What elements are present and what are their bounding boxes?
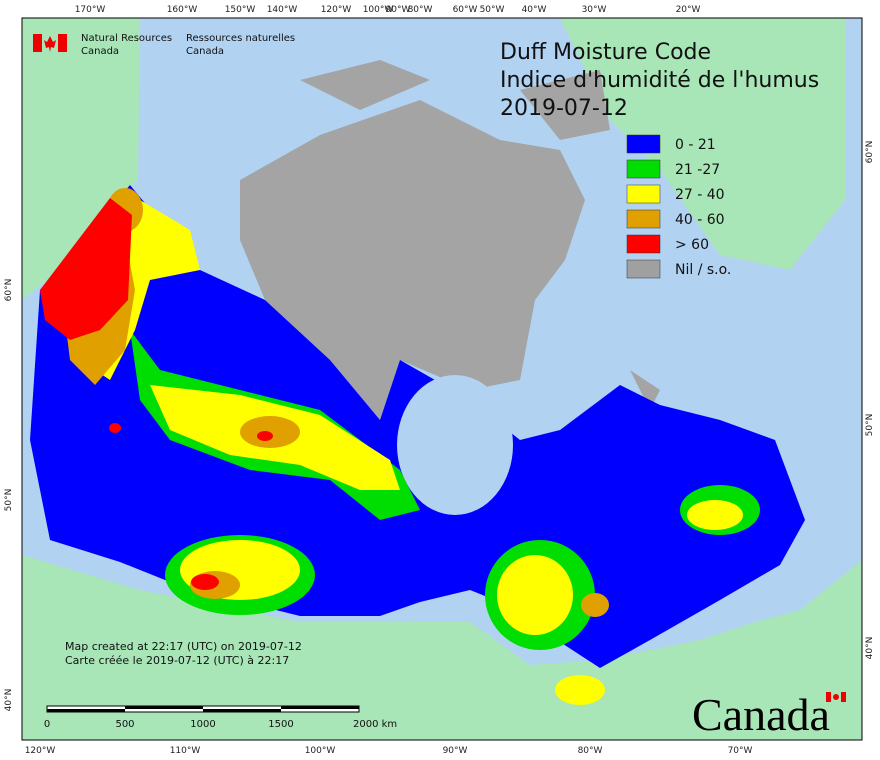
dmc-over-60 (191, 574, 219, 590)
coord-label: 50°N (4, 489, 14, 512)
flag-bar (33, 34, 42, 52)
no-data-area (240, 60, 660, 420)
coord-label: 80°W (408, 5, 433, 15)
agency-en: Canada (81, 46, 119, 57)
maple-leaf (833, 694, 839, 700)
agency-fr: Canada (186, 46, 224, 57)
logo (33, 34, 67, 52)
coord-label: 140°W (267, 5, 298, 15)
coord-label: 80°W (578, 746, 603, 756)
coord-label: 100°W (363, 5, 394, 15)
coord-label: 90°W (386, 5, 411, 15)
flag-bar (826, 692, 831, 702)
usa (22, 555, 862, 740)
dmc-over-60 (109, 423, 121, 433)
wordmark: Canada (692, 689, 830, 740)
flag-bar (841, 692, 846, 702)
legend-label: Nil / s.o. (675, 262, 731, 278)
maple-leaf (44, 36, 56, 52)
scale-label: 0 (44, 719, 50, 730)
legend-swatch (626, 134, 661, 154)
coord-label: 60°W (453, 5, 478, 15)
dmc-40-60 (581, 593, 609, 617)
coord-label: 100°W (305, 746, 336, 756)
map-credit: Carte créée le 2019-07-12 (UTC) à 22:17 (65, 654, 289, 667)
coord-label: 110°W (170, 746, 201, 756)
hudson-bay (397, 375, 513, 515)
scale-bar (46, 705, 360, 713)
scale-segment (203, 709, 281, 712)
legend-swatch (626, 184, 661, 204)
coord-label: 60°N (865, 141, 875, 164)
map-frame (21, 17, 863, 741)
legend-label: 21 -27 (675, 162, 720, 178)
coord-label: 30°W (582, 5, 607, 15)
coord-label: 120°W (25, 746, 56, 756)
scale-segment (47, 709, 125, 712)
coord-label: 170°W (75, 5, 106, 15)
coord-label: 50°N (865, 414, 875, 437)
scale-segment (281, 706, 359, 709)
map-title: Duff Moisture Code (500, 40, 711, 65)
scale-label: 1500 (268, 719, 293, 730)
legend-swatch (626, 209, 661, 229)
map-title: 2019-07-12 (500, 96, 628, 121)
flag-bar (58, 34, 67, 52)
map-credit: Map created at 22:17 (UTC) on 2019-07-12 (65, 640, 302, 653)
scale-label: 500 (115, 719, 134, 730)
alaska (22, 18, 140, 300)
coord-label: 150°W (225, 5, 256, 15)
legend-swatch (626, 234, 661, 254)
dmc-27-40 (497, 555, 573, 635)
coord-label: 90°W (443, 746, 468, 756)
legend-swatch (626, 159, 661, 179)
scale-label: 2000 km (353, 719, 397, 730)
coord-label: 160°W (167, 5, 198, 15)
agency-fr: Ressources naturelles (186, 33, 295, 44)
agency-en: Natural Resources (81, 33, 172, 44)
coord-label: 60°N (4, 279, 14, 302)
dmc-40-60 (240, 416, 300, 448)
map-title: Indice d'humidité de l'humus (500, 68, 819, 93)
legend-swatch (626, 259, 661, 279)
coord-label: 40°N (4, 689, 14, 712)
legend-label: 0 - 21 (675, 137, 716, 153)
coord-label: 40°W (522, 5, 547, 15)
coord-label: 120°W (321, 5, 352, 15)
scale-label: 1000 (190, 719, 215, 730)
frame-border (21, 17, 863, 741)
dmc-over-60 (40, 198, 132, 340)
scale-segment (125, 706, 203, 709)
dmc-27-40 (687, 500, 743, 530)
coord-label: 40°N (865, 637, 875, 660)
legend-label: > 60 (675, 237, 709, 253)
coord-label: 50°W (480, 5, 505, 15)
coord-label: 20°W (676, 5, 701, 15)
coord-label: 70°W (728, 746, 753, 756)
legend-label: 27 - 40 (675, 187, 725, 203)
dmc-27-40 (555, 675, 605, 705)
wordmark-flag (826, 692, 846, 702)
dmc-over-60 (257, 431, 273, 441)
greenland (560, 18, 845, 270)
legend-label: 40 - 60 (675, 212, 725, 228)
